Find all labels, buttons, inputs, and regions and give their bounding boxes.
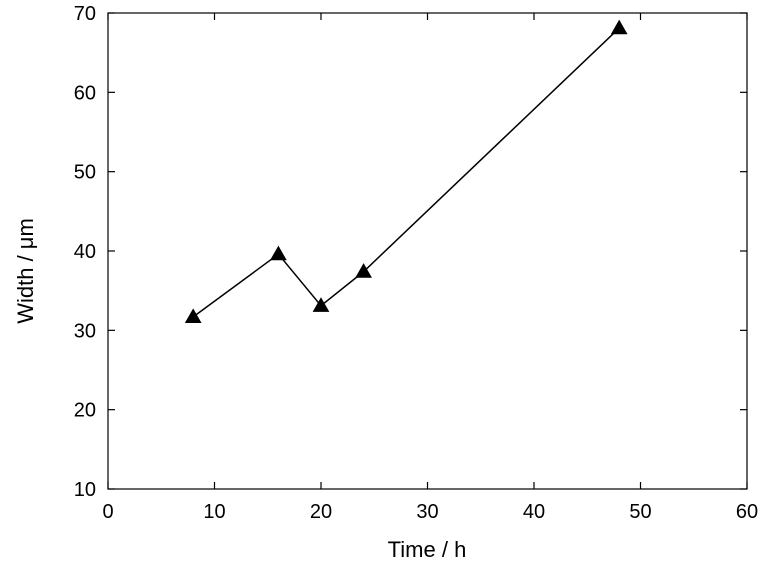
axis-ticks [107,12,748,490]
y-tick-label: 40 [74,241,96,263]
y-tick-label: 30 [74,320,96,342]
x-tick-label: 40 [523,501,545,523]
data-point-triangle [355,263,372,278]
y-tick-label: 20 [74,400,96,422]
data-point-triangle [270,245,287,261]
y-tick-label: 50 [74,162,96,184]
x-tick-label: 20 [310,501,332,523]
data-markers [184,19,628,323]
y-axis-title: Width / μm [13,218,38,324]
data-point-triangle [610,19,628,35]
y-tick-labels: 10 20 30 40 50 60 70 [74,3,96,501]
data-point-triangle [184,308,202,323]
x-tick-label: 0 [102,501,113,523]
x-axis-title: Time / h [388,537,467,562]
x-tick-label: 10 [203,501,225,523]
data-point-triangle [312,297,330,312]
series-line [192,27,620,318]
x-tick-label: 30 [416,501,438,523]
x-tick-labels: 0 10 20 30 40 50 60 [102,501,758,523]
x-tick-label: 60 [736,501,758,523]
y-tick-label: 70 [74,3,96,25]
x-tick-label: 50 [629,501,651,523]
plot-frame [107,12,748,490]
y-tick-label: 10 [74,479,96,501]
y-tick-label: 60 [74,82,96,104]
